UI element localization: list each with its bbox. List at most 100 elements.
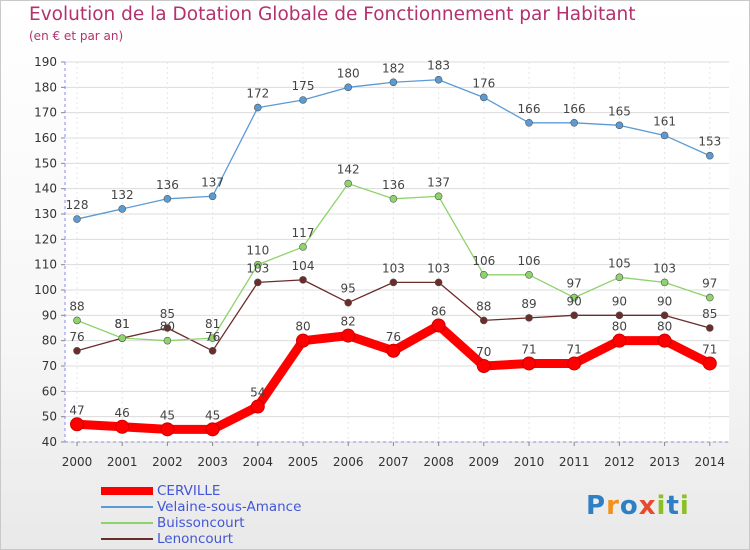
data-label: 117 [292, 226, 315, 240]
data-label: 45 [160, 408, 175, 422]
data-point [476, 359, 491, 373]
data-label: 76 [386, 330, 401, 344]
legend-swatch [101, 506, 153, 508]
data-point [434, 192, 443, 201]
data-point [525, 270, 533, 279]
data-label: 166 [518, 102, 541, 116]
data-label: 153 [698, 135, 721, 149]
legend-label: CERVILLE [157, 483, 221, 499]
data-label: 136 [382, 178, 405, 192]
x-tick-label: 2005 [288, 455, 319, 469]
data-label: 54 [250, 386, 265, 400]
data-point [253, 103, 262, 112]
x-tick-label: 2013 [649, 455, 680, 469]
axes: 40 50 60 70 80 90 100 110 120 130 140 150 160 170 180 1… [34, 55, 729, 469]
y-tick-label: 110 [34, 258, 57, 272]
x-tick-label: 2010 [514, 455, 545, 469]
y-tick-label: 160 [34, 131, 57, 145]
data-point [657, 333, 672, 348]
series-lines [70, 75, 717, 437]
data-label: 80 [657, 320, 672, 334]
data-label: 71 [702, 342, 717, 356]
data-label: 106 [518, 254, 541, 268]
data-point [299, 243, 307, 251]
data-label: 136 [156, 178, 179, 192]
data-point [660, 131, 669, 140]
data-point [660, 278, 669, 287]
data-label: 176 [472, 76, 495, 90]
data-point [389, 195, 398, 203]
data-label: 103 [382, 261, 405, 275]
data-label: 76 [69, 330, 84, 344]
data-label: 183 [427, 59, 450, 73]
x-tick-label: 2014 [695, 455, 726, 469]
y-tick-label: 130 [34, 207, 57, 221]
logo-letter: i [679, 491, 690, 521]
data-point [479, 270, 488, 279]
data-label: 45 [205, 408, 220, 422]
data-point [160, 422, 175, 437]
data-label: 47 [69, 403, 84, 417]
x-tick-label: 2009 [469, 455, 500, 469]
data-point [344, 298, 353, 307]
legend-label: Buissoncourt [157, 515, 245, 531]
data-point [208, 192, 217, 201]
data-label: 71 [567, 342, 582, 356]
data-point [250, 399, 265, 414]
y-tick-label: 100 [34, 283, 57, 297]
y-tick-label: 60 [42, 384, 57, 398]
data-point [208, 334, 217, 342]
logo-letter: i [656, 491, 667, 521]
data-point [522, 356, 536, 371]
data-label: 172 [246, 87, 269, 101]
data-label: 166 [563, 102, 586, 116]
data-point [70, 417, 84, 432]
data-point [705, 151, 714, 160]
data-point [115, 419, 130, 434]
data-point [570, 293, 579, 302]
y-tick-label: 80 [42, 334, 57, 348]
x-tick-label: 2002 [152, 455, 183, 469]
legend-swatch [101, 538, 153, 540]
data-label: 90 [657, 294, 672, 308]
data-point [208, 346, 217, 355]
y-tick-label: 40 [42, 435, 57, 449]
x-tick-label: 2001 [107, 455, 138, 469]
data-label: 46 [115, 406, 130, 420]
data-label: 88 [69, 299, 84, 313]
proxiti-logo: Proxiti [586, 491, 690, 521]
data-label: 80 [612, 320, 627, 334]
data-label: 128 [66, 198, 89, 212]
data-point [434, 278, 443, 287]
data-point [341, 328, 356, 343]
data-label: 103 [246, 261, 269, 275]
data-point [73, 316, 81, 325]
data-label: 180 [337, 66, 360, 80]
y-tick-label: 90 [42, 308, 57, 322]
x-tick-label: 2011 [559, 455, 590, 469]
y-tick-label: 190 [34, 55, 57, 69]
data-point [299, 276, 307, 284]
data-point [434, 75, 443, 84]
data-point [253, 260, 262, 269]
data-label: 85 [160, 307, 175, 321]
data-point [386, 343, 401, 358]
data-point [431, 318, 446, 333]
logo-letter: P [586, 491, 607, 521]
data-label: 90 [567, 294, 582, 308]
data-point [163, 195, 172, 203]
data-point [615, 121, 624, 130]
data-point [73, 215, 81, 223]
data-label: 103 [427, 261, 450, 275]
y-tick-label: 170 [34, 106, 57, 120]
data-label: 182 [382, 61, 405, 75]
data-point [479, 316, 488, 325]
logo-letter: o [619, 491, 639, 521]
data-label: 82 [341, 315, 356, 329]
data-point [389, 278, 398, 287]
data-point [479, 93, 488, 102]
legend-label: Velaine-sous-Amance [157, 499, 302, 515]
x-tick-label: 2012 [604, 455, 635, 469]
